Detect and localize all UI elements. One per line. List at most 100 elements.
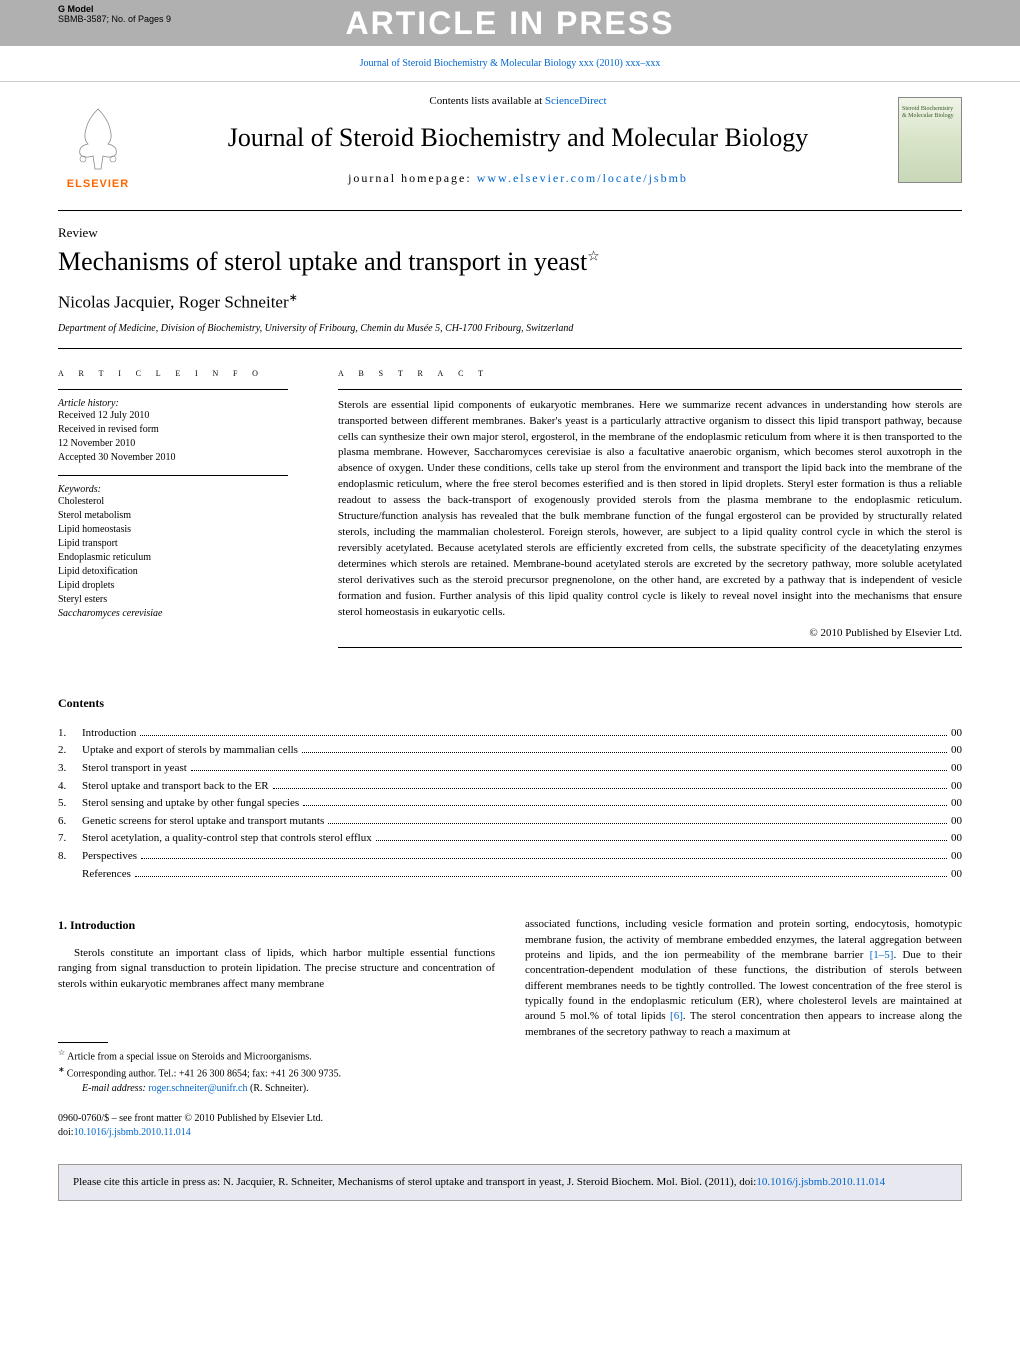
affiliation: Department of Medicine, Division of Bioc… — [58, 323, 962, 334]
contents-title: Contents — [58, 696, 962, 711]
toc-title: Sterol uptake and transport back to the … — [82, 778, 269, 796]
corr-mark: ∗ — [58, 1065, 65, 1074]
toc-item: 7.Sterol acetylation, a quality-control … — [58, 830, 962, 848]
toc-page: 00 — [951, 778, 962, 796]
toc-page: 00 — [951, 813, 962, 831]
sciencedirect-link[interactable]: ScienceDirect — [545, 95, 607, 107]
doi-line: doi:10.1016/j.jsbmb.2010.11.014 — [58, 1126, 495, 1140]
keyword-item: Steryl esters — [58, 593, 288, 607]
toc-dots — [328, 823, 947, 824]
body-column-left: 1. Introduction Sterols constitute an im… — [58, 917, 495, 1140]
toc-title: Sterol acetylation, a quality-control st… — [82, 830, 372, 848]
revised-label: Received in revised form — [58, 423, 288, 437]
journal-reference: Journal of Steroid Biochemistry & Molecu… — [0, 58, 1020, 69]
toc-number: 1. — [58, 725, 82, 743]
email-suffix: (R. Schneiter). — [247, 1083, 308, 1094]
toc-page: 00 — [951, 795, 962, 813]
body-column-right: associated functions, including vesicle … — [525, 917, 962, 1140]
contents-available-label: Contents lists available at — [429, 95, 544, 107]
elsevier-brand: ELSEVIER — [67, 178, 129, 190]
toc-dots — [302, 752, 947, 753]
divider — [58, 348, 962, 349]
toc-title: Sterol transport in yeast — [82, 760, 187, 778]
banner-text: ARTICLE IN PRESS — [346, 5, 675, 42]
article-info-column: a r t i c l e i n f o Article history: R… — [58, 367, 288, 656]
gmodel-label: G Model — [58, 4, 171, 14]
keywords-label: Keywords: — [58, 484, 288, 495]
toc-number: 4. — [58, 778, 82, 796]
copyright: © 2010 Published by Elsevier Ltd. — [338, 627, 962, 639]
info-header: a r t i c l e i n f o — [58, 367, 288, 379]
title-text: Mechanisms of sterol uptake and transpor… — [58, 247, 587, 276]
elsevier-tree-icon — [68, 104, 128, 174]
contents-line: Contents lists available at ScienceDirec… — [158, 95, 878, 107]
email-label: E-mail address: — [82, 1083, 148, 1094]
homepage-label: journal homepage: — [348, 171, 477, 185]
intro-para-2: associated functions, including vesicle … — [525, 917, 962, 1040]
citation-box: Please cite this article in press as: N.… — [58, 1164, 962, 1201]
toc-item: 4.Sterol uptake and transport back to th… — [58, 778, 962, 796]
corr-note-text: Corresponding author. Tel.: +41 26 300 8… — [67, 1069, 341, 1080]
toc-number: 5. — [58, 795, 82, 813]
toc-list: 1.Introduction 00 2.Uptake and export of s… — [58, 725, 962, 883]
toc-page: 00 — [951, 725, 962, 743]
col-divider — [58, 389, 288, 390]
gmodel-box: G Model SBMB-3587; No. of Pages 9 — [58, 4, 171, 24]
keyword-item: Saccharomyces cerevisiae — [58, 607, 288, 621]
toc-number: 2. — [58, 742, 82, 760]
ref-link-1-5[interactable]: [1–5] — [870, 949, 894, 961]
abstract-header: a b s t r a c t — [338, 367, 962, 379]
toc-title: Uptake and export of sterols by mammalia… — [82, 742, 298, 760]
toc-number: 8. — [58, 848, 82, 866]
keyword-item: Lipid droplets — [58, 579, 288, 593]
toc-item: 8.Perspectives00 — [58, 848, 962, 866]
toc-number: 3. — [58, 760, 82, 778]
toc-dots — [141, 858, 947, 859]
footnotes: ☆Article from a special issue on Steroid… — [58, 1042, 495, 1096]
toc-item: 6.Genetic screens for sterol uptake and … — [58, 813, 962, 831]
toc-title: Introduction — [82, 725, 136, 743]
toc-title: Perspectives — [82, 848, 137, 866]
keyword-item: Lipid transport — [58, 537, 288, 551]
keyword-item: Sterol metabolism — [58, 509, 288, 523]
email-link[interactable]: roger.schneiter@unifr.ch — [148, 1083, 247, 1094]
star-icon: ☆ — [58, 1048, 65, 1057]
col-divider — [58, 475, 288, 476]
col-divider — [338, 389, 962, 390]
journal-name: Journal of Steroid Biochemistry and Mole… — [158, 123, 878, 153]
toc-dots — [303, 805, 947, 806]
elsevier-logo: ELSEVIER — [58, 90, 138, 190]
citation-doi-link[interactable]: 10.1016/j.jsbmb.2010.11.014 — [756, 1176, 885, 1188]
toc-item: 1.Introduction 00 — [58, 725, 962, 743]
divider — [58, 210, 962, 211]
ref-link-6[interactable]: [6] — [670, 1010, 683, 1022]
toc-page: 00 — [951, 760, 962, 778]
footnote-corresponding: ∗Corresponding author. Tel.: +41 26 300 … — [58, 1064, 495, 1081]
toc-page: 00 — [951, 866, 962, 884]
toc-number: 6. — [58, 813, 82, 831]
footnote-star: ☆Article from a special issue on Steroid… — [58, 1047, 495, 1064]
journal-cover: Steroid Biochemistry & Molecular Biology — [898, 97, 962, 183]
toc-item: References 00 — [58, 866, 962, 884]
article-type: Review — [58, 225, 962, 241]
homepage-link[interactable]: www.elsevier.com/locate/jsbmb — [477, 171, 688, 185]
footnote-email: E-mail address: roger.schneiter@unifr.ch… — [58, 1082, 495, 1096]
author-names: Nicolas Jacquier, Roger Schneiter — [58, 293, 289, 312]
toc-item: 3.Sterol transport in yeast 00 — [58, 760, 962, 778]
history-label: Article history: — [58, 398, 288, 409]
corresponding-mark: ∗ — [289, 292, 298, 304]
keyword-item: Endoplasmic reticulum — [58, 551, 288, 565]
toc-dots — [191, 770, 947, 771]
keyword-item: Lipid detoxification — [58, 565, 288, 579]
article-title: Mechanisms of sterol uptake and transpor… — [58, 247, 962, 277]
toc-dots — [135, 876, 947, 877]
doi-label: doi: — [58, 1127, 74, 1138]
section-title: 1. Introduction — [58, 917, 495, 934]
toc-title: References — [82, 866, 131, 884]
body-section: 1. Introduction Sterols constitute an im… — [58, 917, 962, 1140]
doi-link[interactable]: 10.1016/j.jsbmb.2010.11.014 — [74, 1127, 191, 1138]
authors: Nicolas Jacquier, Roger Schneiter∗ — [58, 291, 962, 313]
gmodel-info: SBMB-3587; No. of Pages 9 — [58, 14, 171, 24]
toc-title: Sterol sensing and uptake by other funga… — [82, 795, 299, 813]
accepted: Accepted 30 November 2010 — [58, 451, 288, 465]
